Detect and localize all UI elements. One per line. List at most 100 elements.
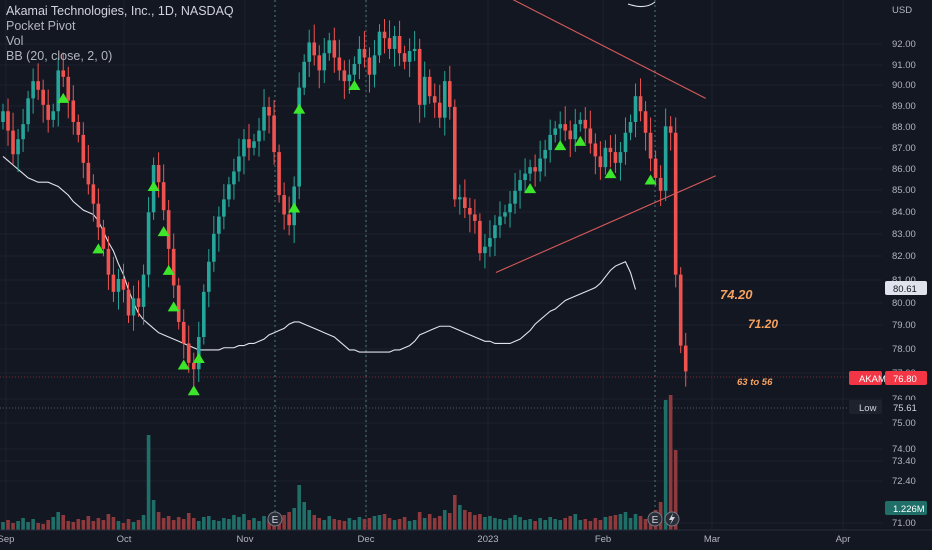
candle-body xyxy=(583,119,588,129)
candle-body xyxy=(86,162,91,185)
candle-body xyxy=(262,106,266,131)
low-price-label-value-bg xyxy=(885,400,927,414)
candle-body xyxy=(237,156,241,172)
candle-body xyxy=(543,149,547,159)
candle xyxy=(543,139,547,177)
price-tick-label: 84.00 xyxy=(892,207,916,218)
volume-bar xyxy=(663,400,668,530)
pocket-pivot-marker xyxy=(167,301,180,312)
volume-bar xyxy=(76,519,81,530)
volume-bar xyxy=(392,520,397,530)
candle-body xyxy=(598,156,603,168)
candle-body xyxy=(66,76,71,101)
price-tick-label: 76.00 xyxy=(892,394,916,405)
candle-body xyxy=(593,143,598,157)
volume-bar xyxy=(36,523,40,530)
last-price-label-value: 76.80 xyxy=(893,374,917,385)
candle xyxy=(232,158,236,200)
candle-body xyxy=(533,167,537,172)
time-axis[interactable]: Sep Oct Nov Dec 2023 Feb Mar Apr xyxy=(0,529,932,550)
candle xyxy=(498,201,502,238)
price-labels: AKAM 76.80 Low 75.61 80.61 1.226M xyxy=(849,281,927,515)
volume-bar xyxy=(523,520,527,530)
price-axis[interactable]: USD 92.00 91.00 90.00 89.00 88.00 87.00 86.00 85… xyxy=(882,0,932,550)
candle xyxy=(463,179,467,219)
candle xyxy=(392,25,397,67)
price-tick-label: 91.00 xyxy=(892,60,916,71)
volume-bar xyxy=(673,450,678,530)
candle-body xyxy=(663,126,668,191)
candle xyxy=(437,84,442,128)
volume-bar xyxy=(11,523,15,530)
volume-bar xyxy=(26,522,30,530)
volume-bar xyxy=(548,517,552,530)
candle xyxy=(468,197,472,233)
trendline xyxy=(512,0,706,99)
time-tick-label: Dec xyxy=(358,534,375,545)
volume-bar xyxy=(186,513,191,530)
candle-body xyxy=(352,63,357,75)
volume-bar xyxy=(181,519,186,530)
indicator-volume[interactable]: Vol xyxy=(6,34,24,48)
candle-body xyxy=(377,31,382,56)
indicator-bollinger[interactable]: BB (20, close, 2, 0) xyxy=(6,49,113,63)
candle xyxy=(31,68,35,114)
candle-body xyxy=(402,53,407,62)
candle-body xyxy=(337,57,342,71)
pocket-pivot-marker xyxy=(554,140,567,151)
volume-bar xyxy=(282,515,286,530)
volume-bar xyxy=(232,515,236,530)
volume-label-value-bg xyxy=(885,501,927,515)
volume-bar xyxy=(217,521,221,530)
time-tick-label: Nov xyxy=(237,534,254,545)
candle xyxy=(417,38,422,123)
candle xyxy=(242,129,246,175)
price-annotation: 63 to 56 xyxy=(737,377,773,388)
candle-body xyxy=(332,40,337,58)
candle-body xyxy=(628,122,633,133)
candle-body xyxy=(488,238,492,247)
price-annotation: 74.20 xyxy=(720,287,753,302)
candle-body xyxy=(11,130,15,155)
candle xyxy=(186,325,191,373)
candle-body xyxy=(1,111,5,122)
candle-body xyxy=(272,115,276,153)
candle xyxy=(76,114,81,143)
volume-bar xyxy=(21,518,25,530)
candle xyxy=(653,151,658,186)
symbol-title[interactable]: Akamai Technologies, Inc., 1D, NASDAQ xyxy=(6,4,234,18)
volume-bar xyxy=(538,518,542,530)
time-tick-label: Oct xyxy=(117,534,132,545)
candle xyxy=(523,158,527,193)
volume-bar xyxy=(643,519,648,530)
pocket-pivot-marker xyxy=(644,174,657,185)
volume-bar xyxy=(56,512,61,530)
price-tick-label: 73.40 xyxy=(892,456,916,467)
candle xyxy=(257,117,261,157)
candle-body xyxy=(432,96,437,103)
candle xyxy=(683,332,688,387)
candle xyxy=(352,56,357,83)
indicator-pocket-pivot[interactable]: Pocket Pivot xyxy=(6,19,76,33)
candle xyxy=(327,32,332,61)
candle-body xyxy=(171,248,176,286)
candle-body xyxy=(508,203,512,213)
volume-bar xyxy=(508,518,512,530)
candle xyxy=(658,165,663,207)
volume-bar xyxy=(593,518,598,530)
pocket-pivot-marker xyxy=(574,135,587,146)
bb-price-label: 80.61 xyxy=(885,281,927,295)
candle-body xyxy=(523,173,527,181)
candle-body xyxy=(111,274,116,292)
candle-body xyxy=(161,182,166,211)
candle-body xyxy=(447,81,452,107)
candle-body xyxy=(362,48,367,58)
candle-body xyxy=(287,214,291,226)
lightning-icon xyxy=(669,513,675,525)
candle xyxy=(86,145,91,195)
volume-bar xyxy=(498,519,502,530)
price-tick-label: 92.00 xyxy=(892,39,916,50)
volume-bar xyxy=(302,502,306,530)
candle xyxy=(222,184,226,230)
